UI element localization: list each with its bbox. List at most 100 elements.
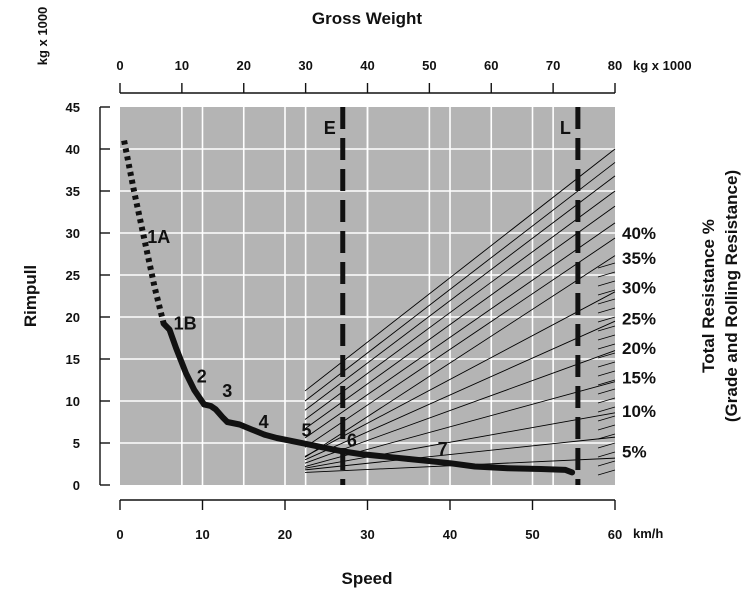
resistance-hatch — [597, 262, 616, 476]
resistance-label: 35% — [622, 249, 656, 268]
rimpull-curves — [121, 140, 576, 476]
x-tick-label: 20 — [278, 527, 292, 542]
hatch-line — [597, 451, 616, 458]
top-tick-label: 60 — [484, 58, 498, 73]
curve-gear-1b — [160, 320, 208, 408]
resistance-line — [304, 412, 616, 469]
y-tick-label: 15 — [66, 352, 80, 367]
hatch-line — [597, 388, 616, 395]
y-tick-label: 10 — [66, 394, 80, 409]
curve-gear-1a — [121, 140, 167, 325]
y-axis-unit: kg x 1000 — [35, 7, 50, 66]
top-tick-label: 30 — [298, 58, 312, 73]
top-tick-label: 0 — [116, 58, 123, 73]
hatch-line — [597, 307, 616, 314]
segment-label: 1A — [147, 227, 170, 247]
resistance-lines — [304, 148, 616, 473]
hatch-line — [597, 280, 616, 287]
top-tick-label: 70 — [546, 58, 560, 73]
curve-gear-7 — [405, 456, 576, 476]
right-axis-subtitle: (Grade and Rolling Resistance) — [722, 170, 741, 422]
resistance-line — [304, 148, 616, 392]
resistance-label: 5% — [622, 442, 647, 461]
y-axis-title: Rimpull — [21, 265, 40, 327]
x-axis-title: Speed — [341, 569, 392, 588]
hatch-line — [597, 343, 616, 350]
resistance-line — [304, 190, 616, 420]
x-axis-unit: km/h — [633, 526, 663, 541]
y-tick-label: 40 — [66, 142, 80, 157]
segment-label: 7 — [438, 439, 448, 459]
resistance-line — [304, 291, 616, 457]
chart-title: Gross Weight — [312, 9, 423, 28]
hatch-line — [597, 460, 616, 467]
segment-label: 4 — [259, 412, 269, 432]
segment-labels: 1A 1B 23 4 5 6 7 — [147, 227, 447, 459]
weight-marker-label: L — [560, 118, 571, 138]
hatch-line — [597, 334, 616, 341]
resistance-labels: 40% 35% 30% 25% 20% 15% 10% 5% — [622, 224, 656, 461]
hatch-line — [597, 352, 616, 359]
top-tick-label: 10 — [175, 58, 189, 73]
hatch-line — [597, 370, 616, 377]
resistance-label: 20% — [622, 339, 656, 358]
segment-label: 5 — [302, 420, 312, 440]
x-tick-label: 50 — [525, 527, 539, 542]
x-tick-label: 30 — [360, 527, 374, 542]
x-tick-label: 60 — [608, 527, 622, 542]
hatch-line — [597, 271, 616, 278]
grid — [120, 107, 615, 485]
curve-gear-2 — [201, 401, 231, 425]
curve-gear-3 — [224, 419, 268, 438]
hatch-line — [597, 469, 616, 476]
x-tick-label: 40 — [443, 527, 457, 542]
top-tick-label: 80 — [608, 58, 622, 73]
hatch-line — [597, 361, 616, 368]
hatch-line — [597, 298, 616, 305]
curve-gear-4 — [261, 431, 321, 450]
top-tick-label: 20 — [237, 58, 251, 73]
hatch-line — [597, 406, 616, 413]
resistance-line — [304, 237, 616, 448]
resistance-label: 10% — [622, 402, 656, 421]
y-tick-label: 25 — [66, 268, 80, 283]
resistance-line — [304, 320, 616, 461]
x-tick-label: 0 — [116, 527, 123, 542]
hatch-line — [597, 415, 616, 422]
axes: 0 10 20 30 40 50 600 10 20 30 40 50 60 70 800510152025… — [66, 58, 623, 542]
resistance-line — [304, 205, 616, 430]
segment-label: 2 — [197, 367, 207, 387]
resistance-line — [304, 162, 616, 402]
hatch-line — [597, 316, 616, 323]
resistance-label: 40% — [622, 224, 656, 243]
hatch-line — [597, 289, 616, 296]
curve-gear-6 — [339, 448, 412, 462]
resistance-label: 25% — [622, 310, 656, 329]
resistance-line — [304, 222, 616, 439]
top-tick-label: 50 — [422, 58, 436, 73]
y-tick-label: 5 — [73, 436, 80, 451]
resistance-line — [304, 436, 616, 471]
resistance-label: 15% — [622, 368, 656, 387]
resistance-line — [304, 255, 616, 458]
weight-marker-label: E — [324, 118, 336, 138]
segment-label: 6 — [347, 430, 357, 450]
segment-label: 1B — [174, 314, 197, 334]
resistance-line — [304, 350, 616, 464]
y-tick-label: 30 — [66, 226, 80, 241]
segment-label: 3 — [222, 381, 232, 401]
y-tick-label: 0 — [73, 478, 80, 493]
hatch-line — [597, 325, 616, 332]
resistance-line — [304, 175, 616, 411]
top-axis-unit: kg x 1000 — [633, 58, 692, 73]
curve-gear-5 — [315, 443, 346, 455]
x-tick-label: 10 — [195, 527, 209, 542]
hatch-line — [597, 262, 616, 269]
top-tick-label: 40 — [360, 58, 374, 73]
hatch-line — [597, 397, 616, 404]
y-tick-label: 45 — [66, 100, 80, 115]
hatch-line — [597, 433, 616, 440]
hatch-line — [597, 424, 616, 431]
